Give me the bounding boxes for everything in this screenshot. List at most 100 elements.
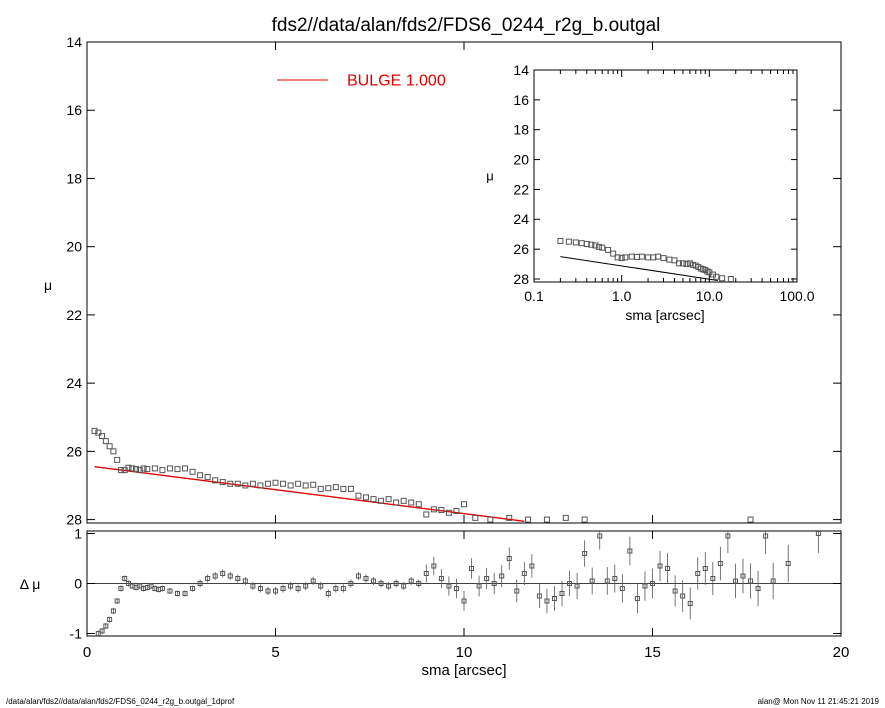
residual-data-point xyxy=(348,581,354,586)
main-y-axis: 14 16 18 20 22 24 26 28 xyxy=(66,34,842,527)
residual-data-point xyxy=(273,588,278,594)
main-y-axis-label: μ xyxy=(44,277,52,293)
residual-data-point xyxy=(107,617,113,622)
inset-data-point xyxy=(638,253,645,260)
x-tick-label: 15 xyxy=(644,644,661,661)
residual-data-point xyxy=(423,571,429,576)
residual-plot: -101 0 5 10 15 20 Δ μ sma [arcsec] xyxy=(20,525,850,679)
main-y-tick-label: 28 xyxy=(66,511,82,527)
main-data-point xyxy=(347,485,354,492)
inset-data-point xyxy=(704,268,711,275)
residual-data-point xyxy=(227,573,233,579)
main-data-point xyxy=(280,480,287,487)
main-data-point xyxy=(747,516,754,523)
main-data-point xyxy=(125,464,132,471)
residual-data-point xyxy=(288,583,294,589)
residual-data-point xyxy=(212,573,218,579)
main-data-point xyxy=(461,501,467,508)
residual-data-points xyxy=(95,531,821,636)
residual-data-point xyxy=(491,581,497,586)
chart-title: fds2//data/alan/fds2/FDS6_0244_r2g_b.out… xyxy=(272,15,661,36)
main-data-point xyxy=(234,480,241,487)
residual-data-point xyxy=(310,578,316,584)
main-y-tick-label: 24 xyxy=(66,375,82,391)
residual-y-axis-label: Δ μ xyxy=(20,576,41,592)
residual-data-point xyxy=(725,533,731,539)
residual-data-point xyxy=(371,578,377,584)
inset-y-tick-label: 22 xyxy=(513,181,529,197)
residual-data-point xyxy=(657,563,663,569)
main-data-point xyxy=(272,479,279,486)
main-data-point xyxy=(249,480,256,487)
residual-data-point xyxy=(257,586,263,591)
main-data-point xyxy=(114,456,121,463)
x-axis: 0 5 10 15 20 xyxy=(83,531,849,661)
residual-data-point xyxy=(642,583,648,589)
residual-data-point xyxy=(235,576,241,581)
main-data-point xyxy=(445,509,452,516)
residual-data-point xyxy=(551,596,557,601)
main-y-tick-label: 16 xyxy=(66,102,82,118)
residual-data-point xyxy=(159,586,165,591)
residual-data-point xyxy=(167,588,173,594)
x-tick-label: 10 xyxy=(456,644,473,661)
main-data-point xyxy=(110,448,117,455)
inset-data-point xyxy=(727,276,734,283)
residual-data-point xyxy=(446,583,452,589)
residual-data-point xyxy=(740,573,746,579)
main-data-point xyxy=(415,501,422,508)
inset-data-point xyxy=(605,246,612,253)
inset-data-point xyxy=(719,275,726,282)
legend-label-bulge: BULGE 1.000 xyxy=(347,73,446,90)
residual-data-point xyxy=(687,601,693,606)
inset-data-point xyxy=(565,238,572,245)
residual-y-tick-label: 1 xyxy=(74,525,82,541)
residual-data-point xyxy=(536,593,542,599)
main-model-line xyxy=(94,466,525,522)
main-data-point xyxy=(310,481,317,488)
residual-data-point xyxy=(597,533,603,539)
main-data-point xyxy=(227,480,234,487)
main-data-point xyxy=(287,482,294,489)
residual-data-point xyxy=(484,576,490,581)
inset-y-tick-label: 16 xyxy=(513,92,529,108)
residual-data-point xyxy=(431,563,437,569)
residual-data-point xyxy=(408,578,414,584)
main-y-tick-label: 14 xyxy=(66,34,82,50)
residual-data-point xyxy=(702,566,708,571)
inset-x-tick-label: 10.0 xyxy=(696,288,723,304)
x-tick-label: 5 xyxy=(271,644,279,661)
main-data-point xyxy=(129,465,136,472)
residual-data-point xyxy=(197,581,203,586)
main-y-tick-label: 18 xyxy=(66,170,82,186)
main-data-point xyxy=(378,497,385,504)
inset-x-axis: 0.1 1.0 10.0 100.0 xyxy=(524,70,815,304)
residual-data-point xyxy=(732,578,738,584)
residual-data-point xyxy=(461,598,467,604)
residual-data-point xyxy=(416,581,422,586)
inset-data-point xyxy=(618,255,625,262)
residual-data-point xyxy=(710,576,716,581)
residual-data-point xyxy=(190,586,196,591)
main-y-tick-label: 22 xyxy=(66,307,82,323)
residual-data-point xyxy=(325,591,331,596)
residual-data-point xyxy=(295,586,301,591)
main-data-point xyxy=(102,438,109,445)
residual-data-point xyxy=(559,591,565,596)
residual-data-point xyxy=(333,586,339,591)
inset-data-point xyxy=(610,250,617,257)
residual-data-point xyxy=(604,578,610,584)
residual-data-point xyxy=(634,596,640,601)
main-data-point xyxy=(562,514,569,521)
residual-data-point xyxy=(393,581,399,586)
residual-data-point xyxy=(118,586,124,591)
residual-data-point xyxy=(401,583,407,589)
main-data-point xyxy=(182,465,189,472)
footer-timestamp: alan@ Mon Nov 11 21:45:21 2019 xyxy=(757,697,879,706)
residual-y-tick-label: -1 xyxy=(70,625,83,641)
inset-plot: 14 16 18 20 22 24 26 28 0.1 1.0 10.0 100.0 μ sma [… xyxy=(486,62,814,323)
residual-data-point xyxy=(499,573,505,579)
residual-data-point xyxy=(453,586,459,591)
residual-data-point xyxy=(567,581,573,586)
inset-plot-frame xyxy=(533,69,798,283)
